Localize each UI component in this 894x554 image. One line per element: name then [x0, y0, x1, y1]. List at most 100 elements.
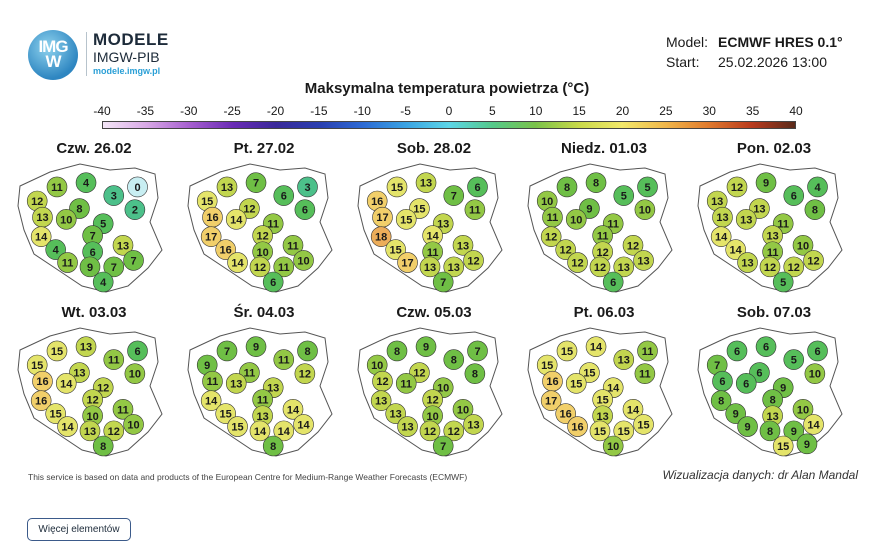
station-temperature: 13	[401, 422, 413, 434]
station-temperature: 12	[376, 376, 388, 388]
station-temperature: 14	[278, 426, 291, 438]
station-temperature: 13	[84, 426, 96, 438]
station-marker	[249, 256, 271, 278]
station-temperature: 10	[87, 411, 99, 423]
station-marker	[622, 398, 644, 420]
station-temperature: 5	[621, 191, 627, 203]
forecast-day-map: Niedz. 01.03 8 8 10 5 5 9 10 11 10 11 12 11 12 12 12 12 1…	[520, 140, 688, 305]
station-marker	[112, 398, 134, 420]
logo-url[interactable]: modele.imgw.pl	[93, 66, 161, 76]
colorbar-ticks: -40 -35 -30 -25 -20 -15 -10 -5 0 5 10 15 20 25 30 35 40	[93, 104, 802, 118]
station-temperature: 13	[73, 368, 85, 380]
station-marker	[783, 420, 805, 442]
station-marker	[726, 176, 748, 198]
station-marker	[215, 239, 236, 260]
station-marker	[613, 185, 635, 206]
station-temperature: 6	[90, 247, 96, 259]
more-elements-button[interactable]: Więcej elementów	[27, 518, 131, 541]
station-temperature: 7	[714, 360, 720, 372]
logo-title: MODELE	[93, 30, 169, 49]
station-temperature: 13	[711, 196, 723, 208]
station-temperature: 9	[586, 204, 592, 216]
station-marker	[567, 252, 588, 273]
station-temperature: 8	[718, 396, 724, 408]
station-temperature: 14	[807, 419, 820, 431]
station-marker	[385, 403, 406, 424]
station-temperature: 16	[546, 376, 558, 388]
station-temperature: 15	[231, 422, 243, 434]
station-temperature: 13	[80, 342, 92, 354]
station-temperature: 9	[744, 422, 750, 434]
station-temperature: 3	[304, 182, 310, 194]
day-label: Sob. 07.03	[736, 304, 812, 321]
station-temperature: 14	[254, 426, 267, 438]
station-marker	[225, 209, 247, 230]
station-temperature: 15	[583, 368, 595, 380]
station-temperature: 6	[474, 182, 480, 194]
day-label: Czw. 05.03	[396, 304, 472, 321]
station-temperature: 8	[472, 369, 478, 381]
station-temperature: 11	[642, 346, 654, 358]
station-marker	[796, 433, 818, 455]
forecast-day-map: Pt. 27.02 13 7 15 6 3 12 6 16 14 11 17 12 16 11 10 14 12 1…	[180, 140, 348, 305]
station-marker	[282, 234, 304, 256]
station-temperature: 13	[618, 355, 630, 367]
station-marker	[127, 340, 148, 362]
station-temperature: 15	[777, 441, 789, 453]
station-marker	[262, 435, 284, 457]
station-temperature: 9	[733, 409, 739, 421]
station-marker	[464, 363, 486, 384]
station-temperature: 15	[413, 204, 425, 216]
station-temperature: 15	[637, 419, 649, 431]
station-temperature: 13	[597, 411, 609, 423]
station-temperature: 0	[134, 182, 140, 194]
station-temperature: 13	[437, 219, 449, 231]
station-temperature: 8	[270, 441, 276, 453]
station-temperature: 16	[206, 212, 218, 224]
station-temperature: 11	[597, 231, 609, 243]
station-marker	[463, 414, 484, 435]
station-temperature: 17	[401, 258, 413, 270]
station-temperature: 10	[60, 214, 72, 226]
station-temperature: 14	[61, 422, 74, 434]
station-temperature: 13	[767, 231, 779, 243]
station-marker	[297, 176, 318, 198]
colorbar-tick: 40	[789, 104, 803, 118]
station-marker	[273, 185, 295, 206]
station-marker	[293, 250, 314, 271]
logo-badge-text: IMG W	[38, 37, 68, 71]
station-temperature: 7	[451, 191, 457, 203]
station-marker	[215, 403, 236, 424]
station-marker	[273, 256, 295, 278]
station-marker	[602, 435, 624, 457]
station-temperature: 16	[560, 409, 572, 421]
station-marker	[75, 336, 97, 357]
station-temperature: 10	[797, 240, 809, 252]
station-marker	[633, 250, 654, 271]
station-marker	[556, 340, 578, 362]
station-marker	[783, 349, 805, 370]
station-temperature: 15	[391, 182, 403, 194]
station-temperature: 12	[448, 426, 460, 438]
station-marker	[585, 172, 607, 193]
forecast-day-map: Sob. 07.03 6 6 7 5 6 6 10 6 6 9 8 8 9 10 13 9 8 9 14 15 9	[690, 304, 858, 469]
station-temperature: 7	[440, 277, 446, 289]
station-marker	[262, 271, 284, 293]
station-marker	[293, 414, 314, 435]
station-temperature: 12	[560, 245, 572, 257]
station-marker	[585, 336, 607, 357]
station-temperature: 11	[639, 369, 651, 381]
station-marker	[463, 250, 484, 271]
station-marker	[227, 416, 248, 437]
station-temperature: 10	[541, 196, 553, 208]
station-temperature: 11	[427, 247, 439, 259]
station-temperature: 9	[763, 178, 769, 190]
station-temperature: 2	[132, 205, 138, 217]
colorbar	[102, 121, 796, 129]
station-marker	[432, 435, 454, 457]
station-marker	[432, 271, 454, 293]
station-temperature: 15	[594, 426, 606, 438]
station-marker	[565, 209, 587, 230]
station-marker	[452, 234, 474, 256]
